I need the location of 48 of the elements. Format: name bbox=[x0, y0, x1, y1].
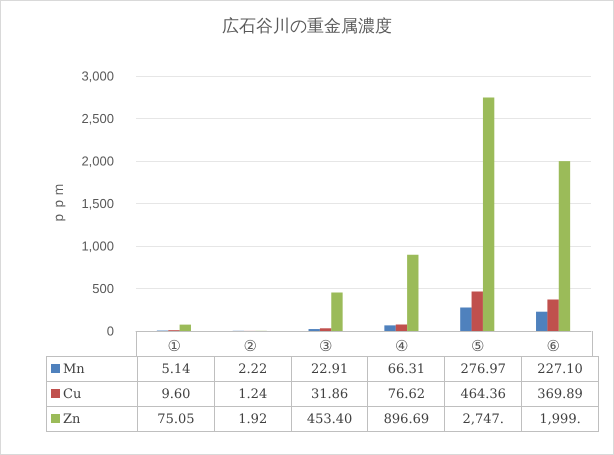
legend-label: Mn bbox=[46, 356, 138, 382]
bar bbox=[407, 254, 418, 331]
y-tick-label: 0 bbox=[106, 324, 114, 338]
bar bbox=[331, 292, 343, 331]
data-label: 66.31 bbox=[368, 356, 445, 382]
y-tick-label: 1,000 bbox=[81, 238, 114, 254]
data-label: 276.97 bbox=[444, 356, 522, 382]
x-tick-label: ④ bbox=[394, 338, 408, 355]
data-label: 1.24 bbox=[214, 382, 292, 406]
data-label: 896.69 bbox=[368, 406, 445, 432]
data-label: 369.89 bbox=[522, 382, 598, 406]
bar bbox=[460, 307, 472, 331]
bar bbox=[180, 324, 191, 331]
data-label: 1.92 bbox=[214, 406, 292, 432]
x-tick-label: ⑤ bbox=[470, 338, 484, 355]
y-tick-label: 500 bbox=[92, 281, 114, 296]
data-label: 453.40 bbox=[291, 406, 368, 432]
data-label: 31.86 bbox=[291, 382, 368, 406]
bar bbox=[472, 292, 483, 331]
chart-title: 広石谷川の重金属濃度 bbox=[222, 16, 392, 36]
y-axis-title: ｐｐｍ bbox=[51, 182, 67, 224]
bar bbox=[547, 300, 559, 331]
bar bbox=[558, 161, 570, 331]
data-label: 5.14 bbox=[138, 356, 214, 382]
bar bbox=[396, 324, 408, 331]
data-label: 9.60 bbox=[138, 382, 214, 406]
legend-label: Zn bbox=[46, 406, 138, 432]
x-tick-label: ② bbox=[243, 338, 256, 355]
bar bbox=[536, 312, 548, 331]
data-label: 1,999. bbox=[522, 406, 598, 432]
y-tick-label: 2,000 bbox=[81, 154, 114, 168]
bar bbox=[482, 98, 494, 331]
data-label: 2.22 bbox=[214, 356, 292, 382]
data-label: 464.36 bbox=[444, 382, 522, 406]
y-tick-label: 2,500 bbox=[81, 111, 114, 126]
x-tick-label: ⑥ bbox=[546, 338, 560, 355]
legend-label: Cu bbox=[46, 382, 138, 406]
bar bbox=[320, 328, 332, 331]
y-tick-label: 1,500 bbox=[81, 196, 114, 211]
data-label: 2,747. bbox=[444, 406, 522, 432]
x-tick-label: ① bbox=[167, 338, 180, 355]
data-label: 227.10 bbox=[522, 356, 598, 382]
x-tick-label: ③ bbox=[319, 338, 332, 355]
data-label: 75.05 bbox=[138, 406, 214, 432]
data-label: 76.62 bbox=[368, 382, 445, 406]
data-label: 22.91 bbox=[291, 356, 368, 382]
y-tick-label: 3,000 bbox=[81, 68, 114, 84]
bar bbox=[384, 325, 396, 331]
